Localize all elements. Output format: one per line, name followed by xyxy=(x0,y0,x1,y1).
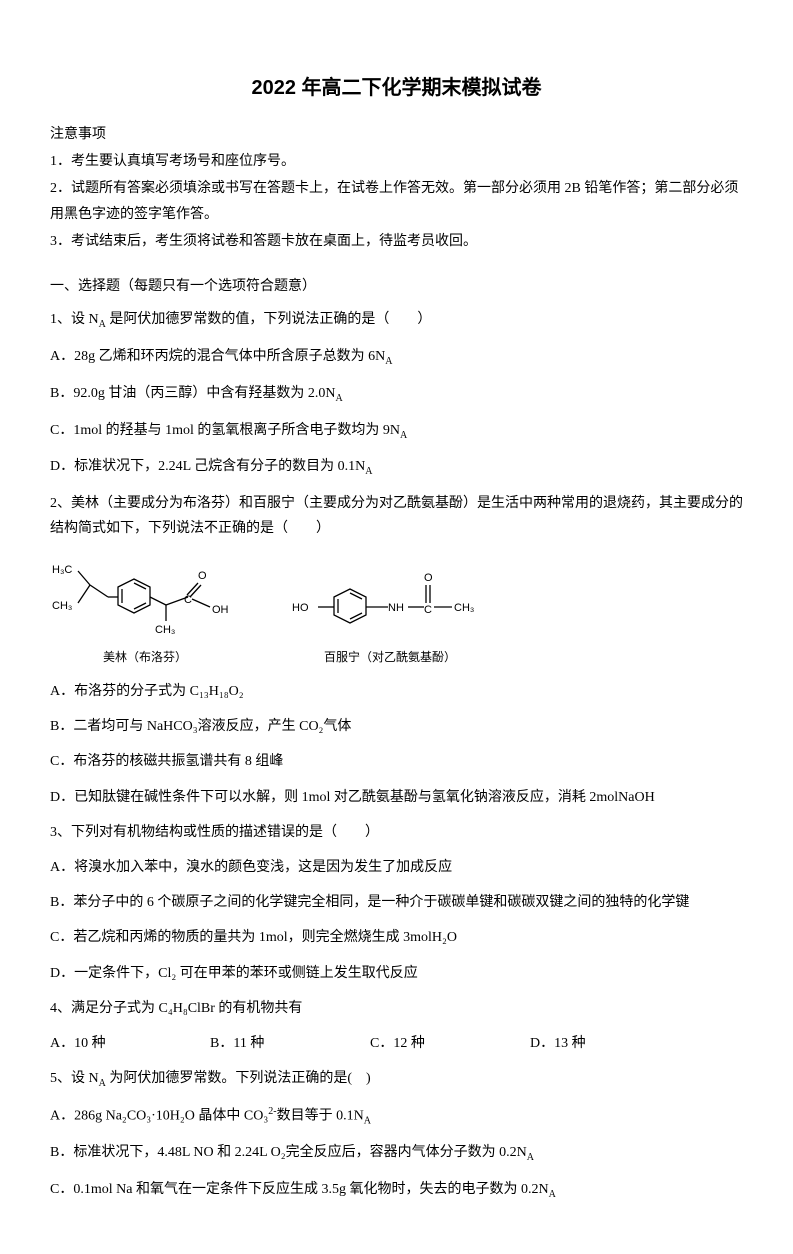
q3-option-c: C．若乙烷和丙烯的物质的量共为 1mol，则完全燃烧生成 3molH₂O xyxy=(50,925,743,950)
q5-a-sub: A xyxy=(364,1115,371,1126)
paracetamol-caption: 百服宁（对乙酰氨基酚） xyxy=(324,647,456,669)
notice-1: 1．考生要认真填写考场号和座位序号。 xyxy=(50,149,743,174)
paracetamol-structure: HO NH C O CH₃ xyxy=(290,563,490,643)
q5-stem-a: 5、设 N xyxy=(50,1071,99,1086)
ibu-ch3-mid-label: CH₃ xyxy=(155,624,175,636)
ibuprofen-caption: 美林（布洛芬） xyxy=(103,647,187,669)
ibu-h3c-label: H₃C xyxy=(52,564,72,576)
q1-b-sub: A xyxy=(335,393,342,404)
q2-option-c: C．布洛芬的核磁共振氢谱共有 8 组峰 xyxy=(50,749,743,774)
q5-a-text1: A．286g Na₂CO₃·10H₂O 晶体中 CO₃ xyxy=(50,1109,268,1124)
para-ho-label: HO xyxy=(292,602,309,614)
q4-option-b: B．11 种 xyxy=(210,1031,370,1056)
paracetamol-block: HO NH C O CH₃ 百服宁（对乙酰氨基酚） xyxy=(290,563,490,669)
q3-option-a: A．将溴水加入苯中，溴水的颜色变浅，这是因为发生了加成反应 xyxy=(50,855,743,880)
question-3: 3、下列对有机物结构或性质的描述错误的是（ ） xyxy=(50,820,743,845)
q5-c-text: C．0.1mol Na 和氧气在一定条件下反应生成 3.5g 氧化物时，失去的电… xyxy=(50,1182,549,1197)
para-c-label: C xyxy=(424,604,432,616)
q2-option-d: D．已知肽键在碱性条件下可以水解，则 1mol 对乙酰氨基酚与氢氧化钠溶液反应，… xyxy=(50,785,743,810)
q5-a-sup: 2- xyxy=(268,1106,276,1117)
para-nh-label: NH xyxy=(388,602,404,614)
q1-d-sub: A xyxy=(365,466,372,477)
q1-c-text: C．1mol 的羟基与 1mol 的氢氧根离子所含电子数均为 9N xyxy=(50,423,400,438)
q3-option-b: B．苯分子中的 6 个碳原子之间的化学键完全相同，是一种介于碳碳单键和碳碳双键之… xyxy=(50,890,743,915)
ibu-oh-label: OH xyxy=(212,604,229,616)
para-o-label: O xyxy=(424,572,433,584)
q5-sub: A xyxy=(99,1078,106,1089)
q2-option-b: B．二者均可与 NaHCO₃溶液反应，产生 CO₂气体 xyxy=(50,714,743,739)
q3-option-d: D．一定条件下，Cl₂ 可在甲苯的苯环或侧链上发生取代反应 xyxy=(50,961,743,986)
structure-diagrams: H₃C CH₃ CH₃ C O OH 美林（布洛芬） HO xyxy=(50,553,743,669)
q4-options: A．10 种 B．11 种 C．12 种 D．13 种 xyxy=(50,1031,743,1056)
q1-a-sub: A xyxy=(385,356,392,367)
ibu-o-label: O xyxy=(198,570,207,582)
q5-b-text: B．标准状况下，4.48L NO 和 2.24L O₂完全反应后，容器内气体分子… xyxy=(50,1145,527,1160)
q4-option-a: A．10 种 xyxy=(50,1031,210,1056)
q1-option-d: D．标准状况下，2.24L 己烷含有分子的数目为 0.1NA xyxy=(50,454,743,481)
question-5: 5、设 NA 为阿伏加德罗常数。下列说法正确的是( ) xyxy=(50,1066,743,1093)
question-2: 2、美林（主要成分为布洛芬）和百服宁（主要成分为对乙酰氨基酚）是生活中两种常用的… xyxy=(50,491,743,541)
q4-option-c: C．12 种 xyxy=(370,1031,530,1056)
para-ch3-label: CH₃ xyxy=(454,602,474,614)
q1-option-a: A．28g 乙烯和环丙烷的混合气体中所含原子总数为 6NA xyxy=(50,344,743,371)
q1-sub: A xyxy=(99,319,106,330)
q5-option-a: A．286g Na₂CO₃·10H₂O 晶体中 CO₃2-数目等于 0.1NA xyxy=(50,1103,743,1130)
ibuprofen-structure: H₃C CH₃ CH₃ C O OH xyxy=(50,553,240,643)
q1-a-text: A．28g 乙烯和环丙烷的混合气体中所含原子总数为 6N xyxy=(50,349,385,364)
q5-b-sub: A xyxy=(527,1152,534,1163)
q1-option-b: B．92.0g 甘油（丙三醇）中含有羟基数为 2.0NA xyxy=(50,381,743,408)
ibu-ch3-top-label: CH₃ xyxy=(52,600,72,612)
section-1-title: 一、选择题（每题只有一个选项符合题意） xyxy=(50,274,743,299)
q5-option-b: B．标准状况下，4.48L NO 和 2.24L O₂完全反应后，容器内气体分子… xyxy=(50,1140,743,1167)
q1-d-text: D．标准状况下，2.24L 己烷含有分子的数目为 0.1N xyxy=(50,459,365,474)
ibuprofen-block: H₃C CH₃ CH₃ C O OH 美林（布洛芬） xyxy=(50,553,240,669)
q1-b-text: B．92.0g 甘油（丙三醇）中含有羟基数为 2.0N xyxy=(50,386,335,401)
q1-stem-b: 是阿伏加德罗常数的值，下列说法正确的是（ ） xyxy=(106,312,432,327)
notice-2: 2．试题所有答案必须填涂或书写在答题卡上，在试卷上作答无效。第一部分必须用 2B… xyxy=(50,176,743,226)
question-1: 1、设 NA 是阿伏加德罗常数的值，下列说法正确的是（ ） xyxy=(50,307,743,334)
q5-option-c: C．0.1mol Na 和氧气在一定条件下反应生成 3.5g 氧化物时，失去的电… xyxy=(50,1177,743,1204)
q1-option-c: C．1mol 的羟基与 1mol 的氢氧根离子所含电子数均为 9NA xyxy=(50,418,743,445)
q5-stem-b: 为阿伏加德罗常数。下列说法正确的是( ) xyxy=(106,1071,371,1086)
ibu-c-label: C xyxy=(184,594,192,606)
notice-3: 3．考试结束后，考生须将试卷和答题卡放在桌面上，待监考员收回。 xyxy=(50,229,743,254)
q4-option-d: D．13 种 xyxy=(530,1031,690,1056)
exam-title: 2022 年高二下化学期末模拟试卷 xyxy=(50,70,743,106)
notice-header: 注意事项 xyxy=(50,122,743,147)
q2-option-a: A．布洛芬的分子式为 C₁₃H₁₈O₂ xyxy=(50,679,743,704)
q5-a-text2: 数目等于 0.1N xyxy=(277,1109,364,1124)
question-4: 4、满足分子式为 C₄H₈ClBr 的有机物共有 xyxy=(50,996,743,1021)
q1-stem-a: 1、设 N xyxy=(50,312,99,327)
q5-c-sub: A xyxy=(549,1189,556,1200)
q1-c-sub: A xyxy=(400,429,407,440)
